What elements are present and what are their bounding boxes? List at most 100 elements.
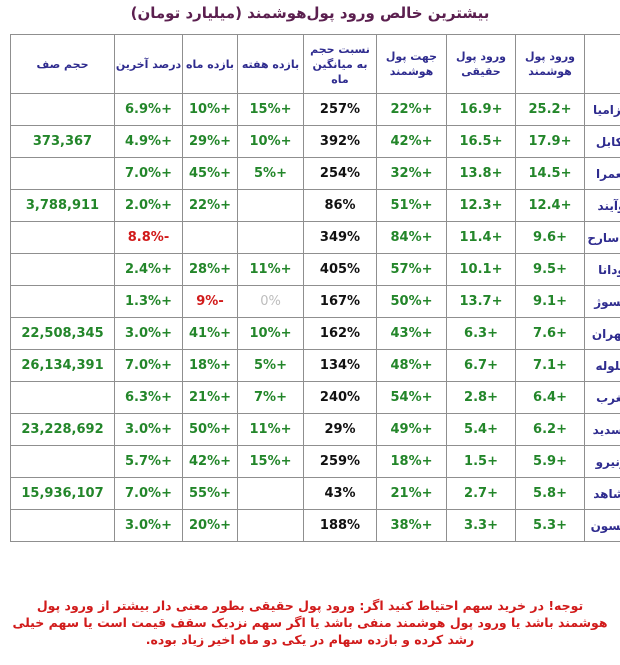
cell-real-money-in: +13.7 [446, 285, 516, 318]
cell-symbol: ثعمرا [584, 157, 620, 190]
cell-smart-money-direction: +84% [376, 221, 447, 254]
cell-week-return: +10% [237, 125, 304, 158]
cell-smart-money-in: +6.4 [515, 381, 585, 414]
cell-month-return [182, 221, 238, 254]
cell-last-percent: -8.8% [114, 221, 183, 254]
cell-queue-volume: 3,788,911 [10, 189, 115, 222]
cell-last-percent: +1.3% [114, 285, 183, 318]
cell-volume-ratio: 43% [303, 477, 377, 510]
cell-queue-volume: 22,508,345 [10, 317, 115, 350]
cell-month-return: +22% [182, 189, 238, 222]
cell-real-money-in: +11.4 [446, 221, 516, 254]
cell-symbol: وپاسارح [584, 221, 620, 254]
cell-queue-volume: 373,367 [10, 125, 115, 158]
table-row: فلوله+7.1+6.7+48%134%+5%+18%+7.0%26,134,… [10, 349, 620, 382]
header-smart-money-direction: جهت پول هوشمند [376, 34, 447, 94]
cell-last-percent: +2.0% [114, 189, 183, 222]
cell-week-return: 0% [237, 285, 304, 318]
cell-last-percent: +7.0% [114, 157, 183, 190]
cell-symbol: کیسون [584, 509, 620, 542]
cell-real-money-in: +12.3 [446, 189, 516, 222]
cell-last-percent: +3.0% [114, 509, 183, 542]
cell-month-return: +20% [182, 509, 238, 542]
cell-smart-money-direction: +38% [376, 509, 447, 542]
cell-week-return: +11% [237, 413, 304, 446]
header-week-return: بازده هفته [237, 34, 304, 94]
cell-volume-ratio: 29% [303, 413, 377, 446]
cell-month-return: +18% [182, 349, 238, 382]
cell-month-return: +45% [182, 157, 238, 190]
cell-smart-money-direction: +49% [376, 413, 447, 446]
table-row: وسدید+6.2+5.4+49%29%+11%+50%+3.0%23,228,… [10, 413, 620, 446]
cell-last-percent: +5.7% [114, 445, 183, 478]
header-last-percent: درصد آخرین [114, 34, 183, 94]
cell-volume-ratio: 86% [303, 189, 377, 222]
cell-queue-volume: 15,936,107 [10, 477, 115, 510]
cell-symbol: فسوژ [584, 285, 620, 318]
cell-symbol: ثشاهد [584, 477, 620, 510]
table-row: وپاسارح+9.6+11.4+84%349% -8.8% [10, 221, 620, 254]
page-title: بیشترین خالص ورود پول‌هوشمند (میلیارد تو… [130, 4, 490, 22]
cell-week-return: +15% [237, 445, 304, 478]
cell-month-return: +50% [182, 413, 238, 446]
cell-last-percent: +3.0% [114, 317, 183, 350]
smart-money-table: ورود پول هوشمند ورود پول حقیقی جهت پول ه… [10, 34, 620, 542]
cell-week-return [237, 221, 304, 254]
cell-month-return: +28% [182, 253, 238, 286]
cell-smart-money-direction: +51% [376, 189, 447, 222]
cell-volume-ratio: 188% [303, 509, 377, 542]
cell-last-percent: +6.9% [114, 93, 183, 126]
cell-queue-volume [10, 381, 115, 414]
cell-smart-money-in: +5.8 [515, 477, 585, 510]
cell-smart-money-direction: +21% [376, 477, 447, 510]
cell-last-percent: +6.3% [114, 381, 183, 414]
cell-symbol: فلوله [584, 349, 620, 382]
cell-real-money-in: +10.1 [446, 253, 516, 286]
cell-smart-money-in: +9.1 [515, 285, 585, 318]
table-row: ثعمرا+14.5+13.8+32%254%+5%+45%+7.0% [10, 157, 620, 190]
cell-real-money-in: +6.3 [446, 317, 516, 350]
cell-smart-money-in: +6.2 [515, 413, 585, 446]
header-name [584, 34, 620, 94]
cell-volume-ratio: 167% [303, 285, 377, 318]
cell-volume-ratio: 162% [303, 317, 377, 350]
table-row: ودانا+9.5+10.1+57%405%+11%+28%+2.4% [10, 253, 620, 286]
cell-queue-volume [10, 509, 115, 542]
cell-real-money-in: +16.9 [446, 93, 516, 126]
cell-queue-volume [10, 285, 115, 318]
cell-last-percent: +7.0% [114, 349, 183, 382]
cell-smart-money-direction: +42% [376, 125, 447, 158]
table-row: فسوژ+9.1+13.7+50%167%0%-9%+1.3% [10, 285, 620, 318]
cell-symbol: بکابل [584, 125, 620, 158]
cell-smart-money-in: +7.6 [515, 317, 585, 350]
cell-last-percent: +3.0% [114, 413, 183, 446]
cell-symbol: بتهران [584, 317, 620, 350]
cell-week-return: +7% [237, 381, 304, 414]
cell-smart-money-in: +12.4 [515, 189, 585, 222]
cell-volume-ratio: 259% [303, 445, 377, 478]
cell-real-money-in: +6.7 [446, 349, 516, 382]
cell-queue-volume [10, 253, 115, 286]
cell-smart-money-direction: +22% [376, 93, 447, 126]
cell-week-return [237, 189, 304, 222]
cell-last-percent: +2.4% [114, 253, 183, 286]
cell-real-money-in: +2.8 [446, 381, 516, 414]
header-real-money-in: ورود پول حقیقی [446, 34, 516, 94]
cell-queue-volume [10, 445, 115, 478]
cell-queue-volume [10, 157, 115, 190]
cell-volume-ratio: 240% [303, 381, 377, 414]
cell-smart-money-in: +17.9 [515, 125, 585, 158]
cell-month-return: -9% [182, 285, 238, 318]
caution-note: توجه! در خرید سهم احتیاط کنید اگر: ورود … [12, 598, 608, 647]
table-row: وآیند+12.4+12.3+51%86% +22%+2.0%3,788,911 [10, 189, 620, 222]
cell-volume-ratio: 349% [303, 221, 377, 254]
cell-month-return: +41% [182, 317, 238, 350]
cell-smart-money-direction: +57% [376, 253, 447, 286]
cell-smart-money-in: +9.6 [515, 221, 585, 254]
cell-smart-money-direction: +54% [376, 381, 447, 414]
cell-smart-money-in: +7.1 [515, 349, 585, 382]
cell-week-return: +5% [237, 157, 304, 190]
cell-week-return [237, 477, 304, 510]
cell-queue-volume: 23,228,692 [10, 413, 115, 446]
cell-real-money-in: +16.5 [446, 125, 516, 158]
